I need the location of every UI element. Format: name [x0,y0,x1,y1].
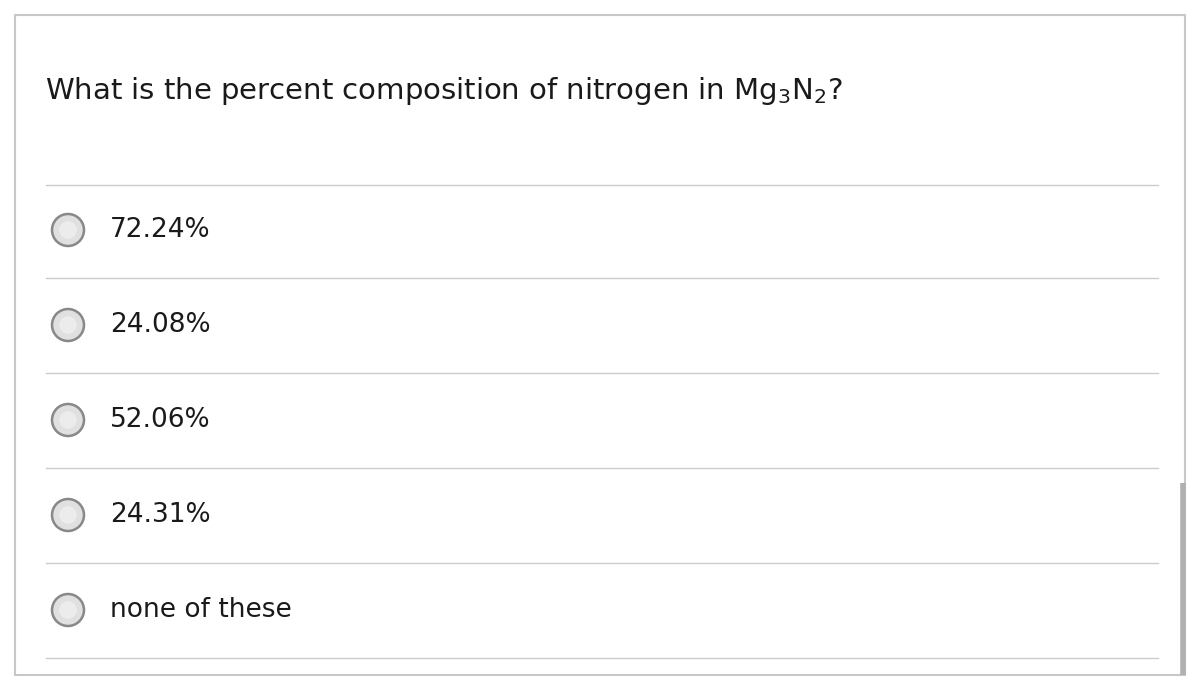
Circle shape [52,594,84,626]
FancyBboxPatch shape [14,15,1186,675]
Text: 24.08%: 24.08% [110,312,211,338]
Circle shape [59,601,77,619]
Text: 24.31%: 24.31% [110,502,211,528]
Circle shape [59,221,77,239]
Circle shape [52,499,84,531]
Text: 72.24%: 72.24% [110,217,211,243]
Circle shape [52,214,84,246]
Text: What is the percent composition of nitrogen in Mg$_3$N$_2$?: What is the percent composition of nitro… [46,75,842,107]
Text: 52.06%: 52.06% [110,407,211,433]
Circle shape [59,316,77,334]
Circle shape [52,309,84,341]
Circle shape [52,404,84,436]
Circle shape [59,411,77,428]
Circle shape [59,506,77,524]
Text: none of these: none of these [110,597,292,623]
